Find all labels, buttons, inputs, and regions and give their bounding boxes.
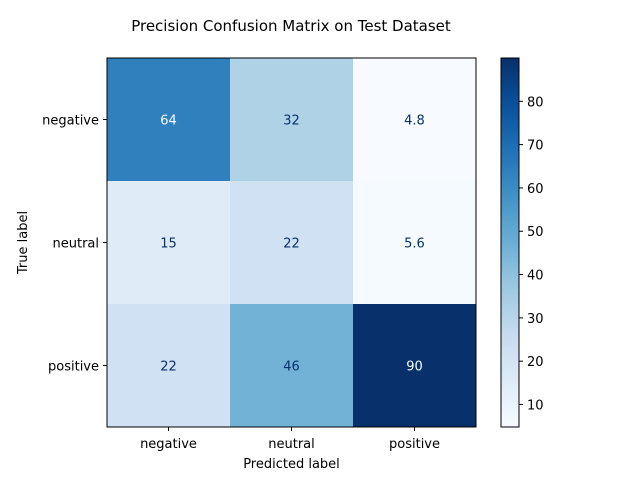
y-tick-label: neutral <box>53 237 100 252</box>
cell-value-label: 90 <box>406 360 423 375</box>
colorbar-tick-label: 80 <box>527 95 544 110</box>
cell-value-label: 46 <box>283 360 300 375</box>
colorbar-tick-label: 20 <box>527 355 544 370</box>
colorbar-tick-label: 30 <box>527 312 544 327</box>
colorbar-tick-label: 50 <box>527 225 544 240</box>
colorbar-ticks: 10 20 30 40 50 60 70 80 <box>519 95 544 413</box>
x-tick-label: positive <box>389 437 440 452</box>
y-tick-label: positive <box>48 360 99 375</box>
y-axis-label: True label <box>16 211 31 275</box>
cell-value-label: 22 <box>283 237 300 252</box>
heatmap-cells <box>107 58 477 428</box>
heatmap-cell-positive-negative <box>107 304 231 428</box>
heatmap-cell-positive-neutral <box>230 304 354 428</box>
colorbar-tick-label: 60 <box>527 182 544 197</box>
x-axis-ticks: negative neutral positive <box>140 427 440 452</box>
heatmap-cell-labels: 64 32 4.8 15 22 5.6 22 46 90 <box>160 114 425 375</box>
heatmap-cell-negative-neutral <box>230 58 354 182</box>
x-tick-label: negative <box>140 437 197 452</box>
cell-value-label: 15 <box>160 237 177 252</box>
x-axis-label: Predicted label <box>243 457 340 472</box>
cell-value-label: 22 <box>160 360 177 375</box>
heatmap-cell-positive-positive <box>353 304 477 428</box>
colorbar-tick-label: 70 <box>527 139 544 154</box>
heatmap-cell-negative-positive <box>353 58 477 182</box>
y-tick-label: negative <box>42 114 99 129</box>
heatmap-cell-negative-negative <box>107 58 231 182</box>
colorbar <box>500 57 520 428</box>
colorbar-tick-label: 10 <box>527 398 544 413</box>
heatmap-cell-neutral-positive <box>353 181 477 305</box>
y-axis-ticks: negative neutral positive <box>42 114 107 375</box>
x-tick-label: neutral <box>268 437 315 452</box>
heatmap-cell-neutral-negative <box>107 181 231 305</box>
chart-title: Precision Confusion Matrix on Test Datas… <box>131 17 451 35</box>
cell-value-label: 64 <box>160 114 177 129</box>
colorbar-tick-label: 40 <box>527 269 544 284</box>
cell-value-label: 5.6 <box>404 237 425 252</box>
cell-value-label: 32 <box>283 114 300 129</box>
cell-value-label: 4.8 <box>404 114 425 129</box>
heatmap-cell-neutral-neutral <box>230 181 354 305</box>
